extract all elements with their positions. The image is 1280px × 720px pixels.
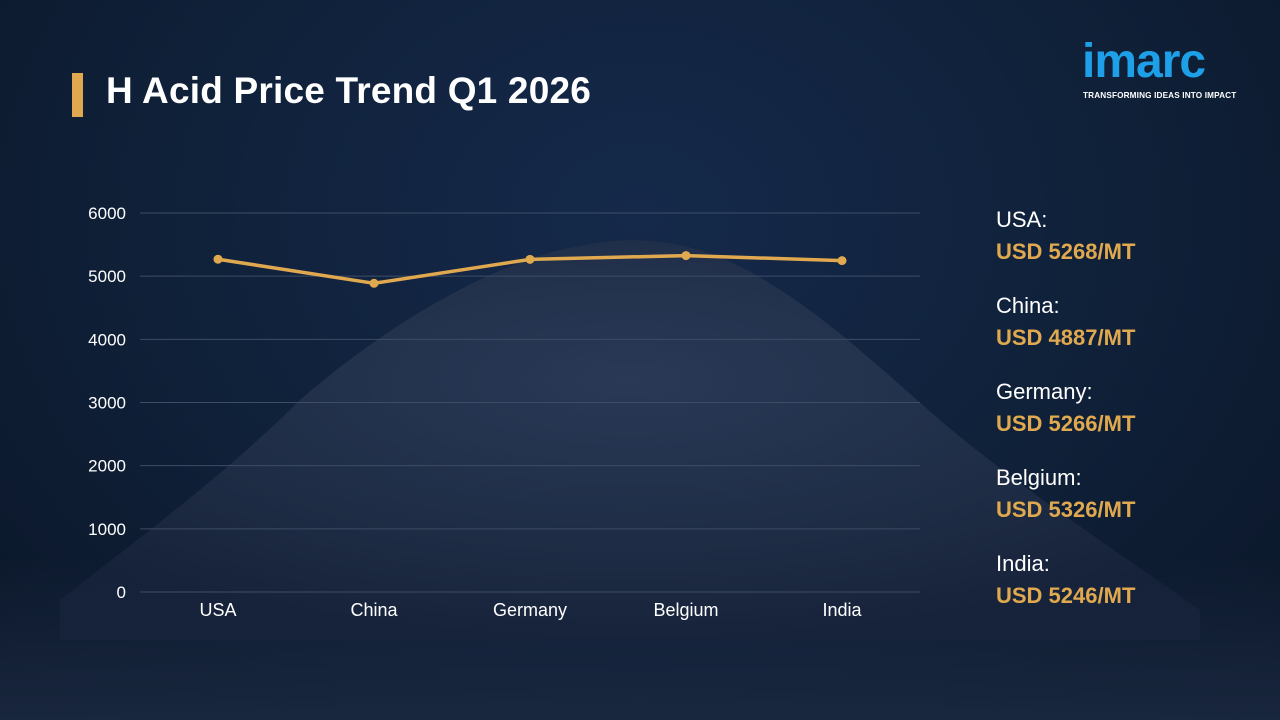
title-accent-bar — [72, 73, 83, 117]
chart-data-point — [525, 254, 535, 264]
chart-x-tick-labels: USA China Germany Belgium India — [199, 600, 862, 620]
logo-wordmark: imarc — [1082, 35, 1206, 88]
chart-data-point — [213, 254, 223, 264]
chart-gridlines — [140, 212, 920, 593]
imarc-logo: imarc TRANSFORMING IDEAS INTO IMPACT — [1082, 30, 1246, 104]
legend-country-name: China: — [996, 293, 1060, 318]
chart-y-tick-label: 2000 — [88, 457, 126, 476]
chart-y-tick-label: 3000 — [88, 394, 126, 413]
chart-x-tick-label: China — [350, 600, 398, 620]
legend-country-name: USA: — [996, 207, 1048, 232]
legend-price-value: USD 4887/MT — [996, 325, 1136, 350]
chart-y-tick-labels: 0 1000 2000 3000 4000 5000 6000 — [88, 204, 126, 602]
price-legend: USA: USD 5268/MT China: USD 4887/MT Germ… — [996, 206, 1256, 636]
chart-x-tick-label: USA — [199, 600, 236, 620]
legend-country-name: Germany: — [996, 379, 1093, 404]
legend-price-value: USD 5326/MT — [996, 497, 1136, 522]
logo-tagline: TRANSFORMING IDEAS INTO IMPACT — [1083, 91, 1237, 100]
page-title: H Acid Price Trend Q1 2026 — [106, 70, 592, 111]
chart-y-tick-label: 6000 — [88, 204, 126, 223]
chart-x-tick-label: Germany — [493, 600, 567, 620]
chart-y-tick-label: 5000 — [88, 267, 126, 286]
legend-item-belgium: Belgium: USD 5326/MT — [996, 464, 1256, 550]
legend-item-china: China: USD 4887/MT — [996, 292, 1256, 378]
legend-price-value: USD 5268/MT — [996, 239, 1136, 264]
chart-x-tick-label: Belgium — [653, 600, 718, 620]
chart-x-tick-label: India — [822, 600, 862, 620]
chart-y-tick-label: 4000 — [88, 330, 126, 349]
legend-price-value: USD 5246/MT — [996, 583, 1136, 608]
legend-price-value: USD 5266/MT — [996, 411, 1136, 436]
chart-y-tick-label: 0 — [117, 583, 126, 602]
chart-data-point — [681, 251, 691, 261]
legend-item-germany: Germany: USD 5266/MT — [996, 378, 1256, 464]
chart-data-points — [213, 251, 847, 288]
chart-data-point — [837, 256, 847, 266]
legend-item-india: India: USD 5246/MT — [996, 550, 1256, 636]
chart-y-tick-label: 1000 — [88, 520, 126, 539]
legend-country-name: India: — [996, 551, 1050, 576]
legend-country-name: Belgium: — [996, 465, 1082, 490]
chart-data-point — [369, 278, 379, 288]
legend-item-usa: USA: USD 5268/MT — [996, 206, 1256, 292]
